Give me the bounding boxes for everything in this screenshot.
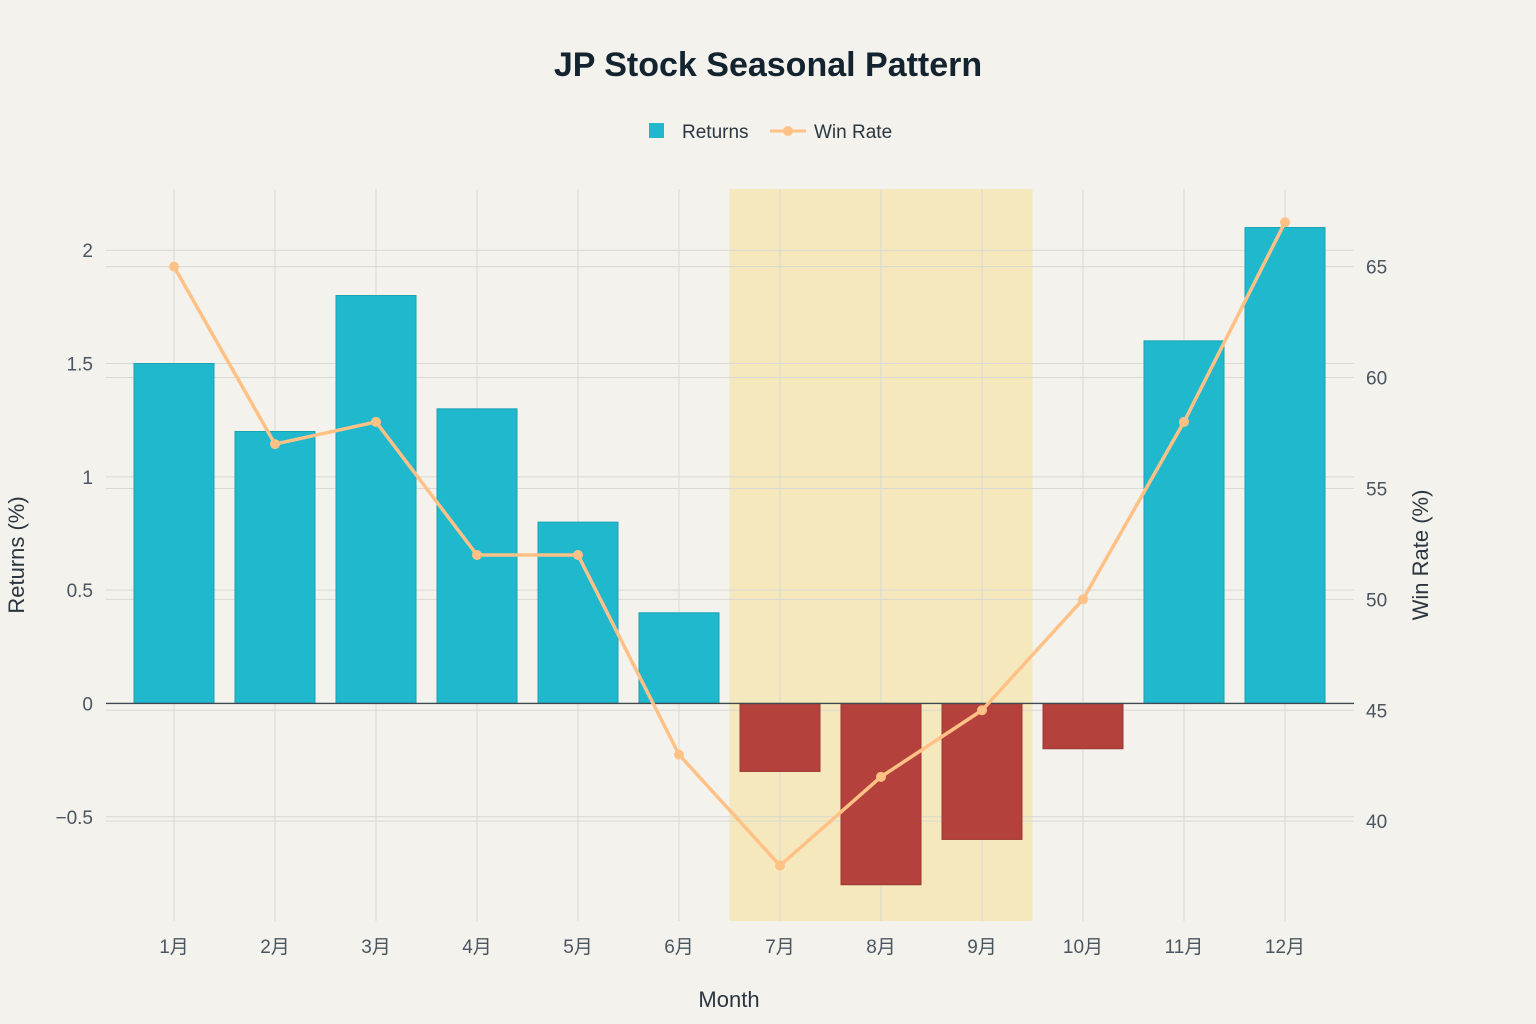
legend: Returns Win Rate [649, 122, 892, 143]
x-tick-label: 10月 [1063, 937, 1103, 958]
y-tick-label: 1 [82, 468, 93, 489]
y2-tick-label: 60 [1366, 369, 1387, 390]
x-tick-label: 8月 [866, 937, 896, 958]
x-tick-label: 12月 [1265, 937, 1305, 958]
y-axis-label: Returns (%) [4, 496, 29, 613]
y2-tick-label: 40 [1366, 812, 1387, 833]
returns-bar [941, 702, 1023, 840]
legend-label-returns: Returns [682, 122, 749, 143]
y-tick-label: −0.5 [55, 808, 93, 829]
returns-bar [133, 363, 215, 704]
x-tick-label: 1月 [159, 937, 189, 958]
line-layer [169, 217, 1290, 871]
x-tick-label: 2月 [260, 937, 290, 958]
bars-layer [133, 227, 1326, 886]
x-tick-label: 5月 [563, 937, 593, 958]
win-rate-line [172, 220, 1287, 868]
x-tick-label: 9月 [967, 937, 997, 958]
win-rate-point [1179, 416, 1189, 427]
legend-label-win-rate: Win Rate [814, 122, 892, 143]
win-rate-point [977, 705, 987, 716]
win-rate-point [775, 860, 785, 871]
legend-swatch-returns [649, 123, 664, 138]
x-tick-label: 3月 [361, 937, 391, 958]
returns-bar [234, 430, 316, 704]
x-axis-label: Month [698, 987, 759, 1012]
y2-tick-label: 45 [1366, 701, 1387, 722]
x-tick-label: 4月 [462, 937, 492, 958]
win-rate-point [169, 261, 179, 272]
ticks-layer: −0.5 0 0.5 1 1.5 2 40 45 50 55 60 65 1月 2月 3月 4月 5月 6月 7月 8… [55, 241, 1387, 958]
win-rate-point [371, 416, 381, 427]
y-tick-label: 1.5 [67, 355, 93, 376]
returns-bar [840, 702, 922, 886]
returns-bar [1244, 227, 1326, 704]
returns-bar [1042, 702, 1124, 750]
returns-bar [335, 295, 417, 704]
y2-axis-label: Win Rate (%) [1408, 490, 1433, 621]
y-tick-label: 2 [82, 241, 93, 262]
returns-bar [739, 702, 821, 772]
x-tick-label: 11月 [1165, 937, 1204, 958]
win-rate-point [270, 439, 280, 450]
y-tick-label: 0.5 [67, 581, 93, 602]
legend-swatch-win-rate-marker [783, 126, 793, 136]
x-tick-label: 7月 [765, 937, 795, 958]
win-rate-point [876, 771, 886, 782]
y-tick-label: 0 [82, 694, 93, 715]
returns-bar [638, 612, 720, 704]
win-rate-point [1280, 217, 1290, 228]
returns-bar [1143, 340, 1225, 704]
y2-tick-label: 50 [1366, 590, 1387, 611]
x-tick-label: 6月 [664, 937, 694, 958]
y2-tick-label: 55 [1366, 479, 1387, 500]
y2-tick-label: 65 [1366, 258, 1387, 279]
chart-title: JP Stock Seasonal Pattern [554, 46, 982, 84]
win-rate-point [573, 550, 583, 560]
win-rate-point [674, 749, 684, 760]
win-rate-point [472, 550, 482, 560]
win-rate-point [1078, 594, 1088, 605]
